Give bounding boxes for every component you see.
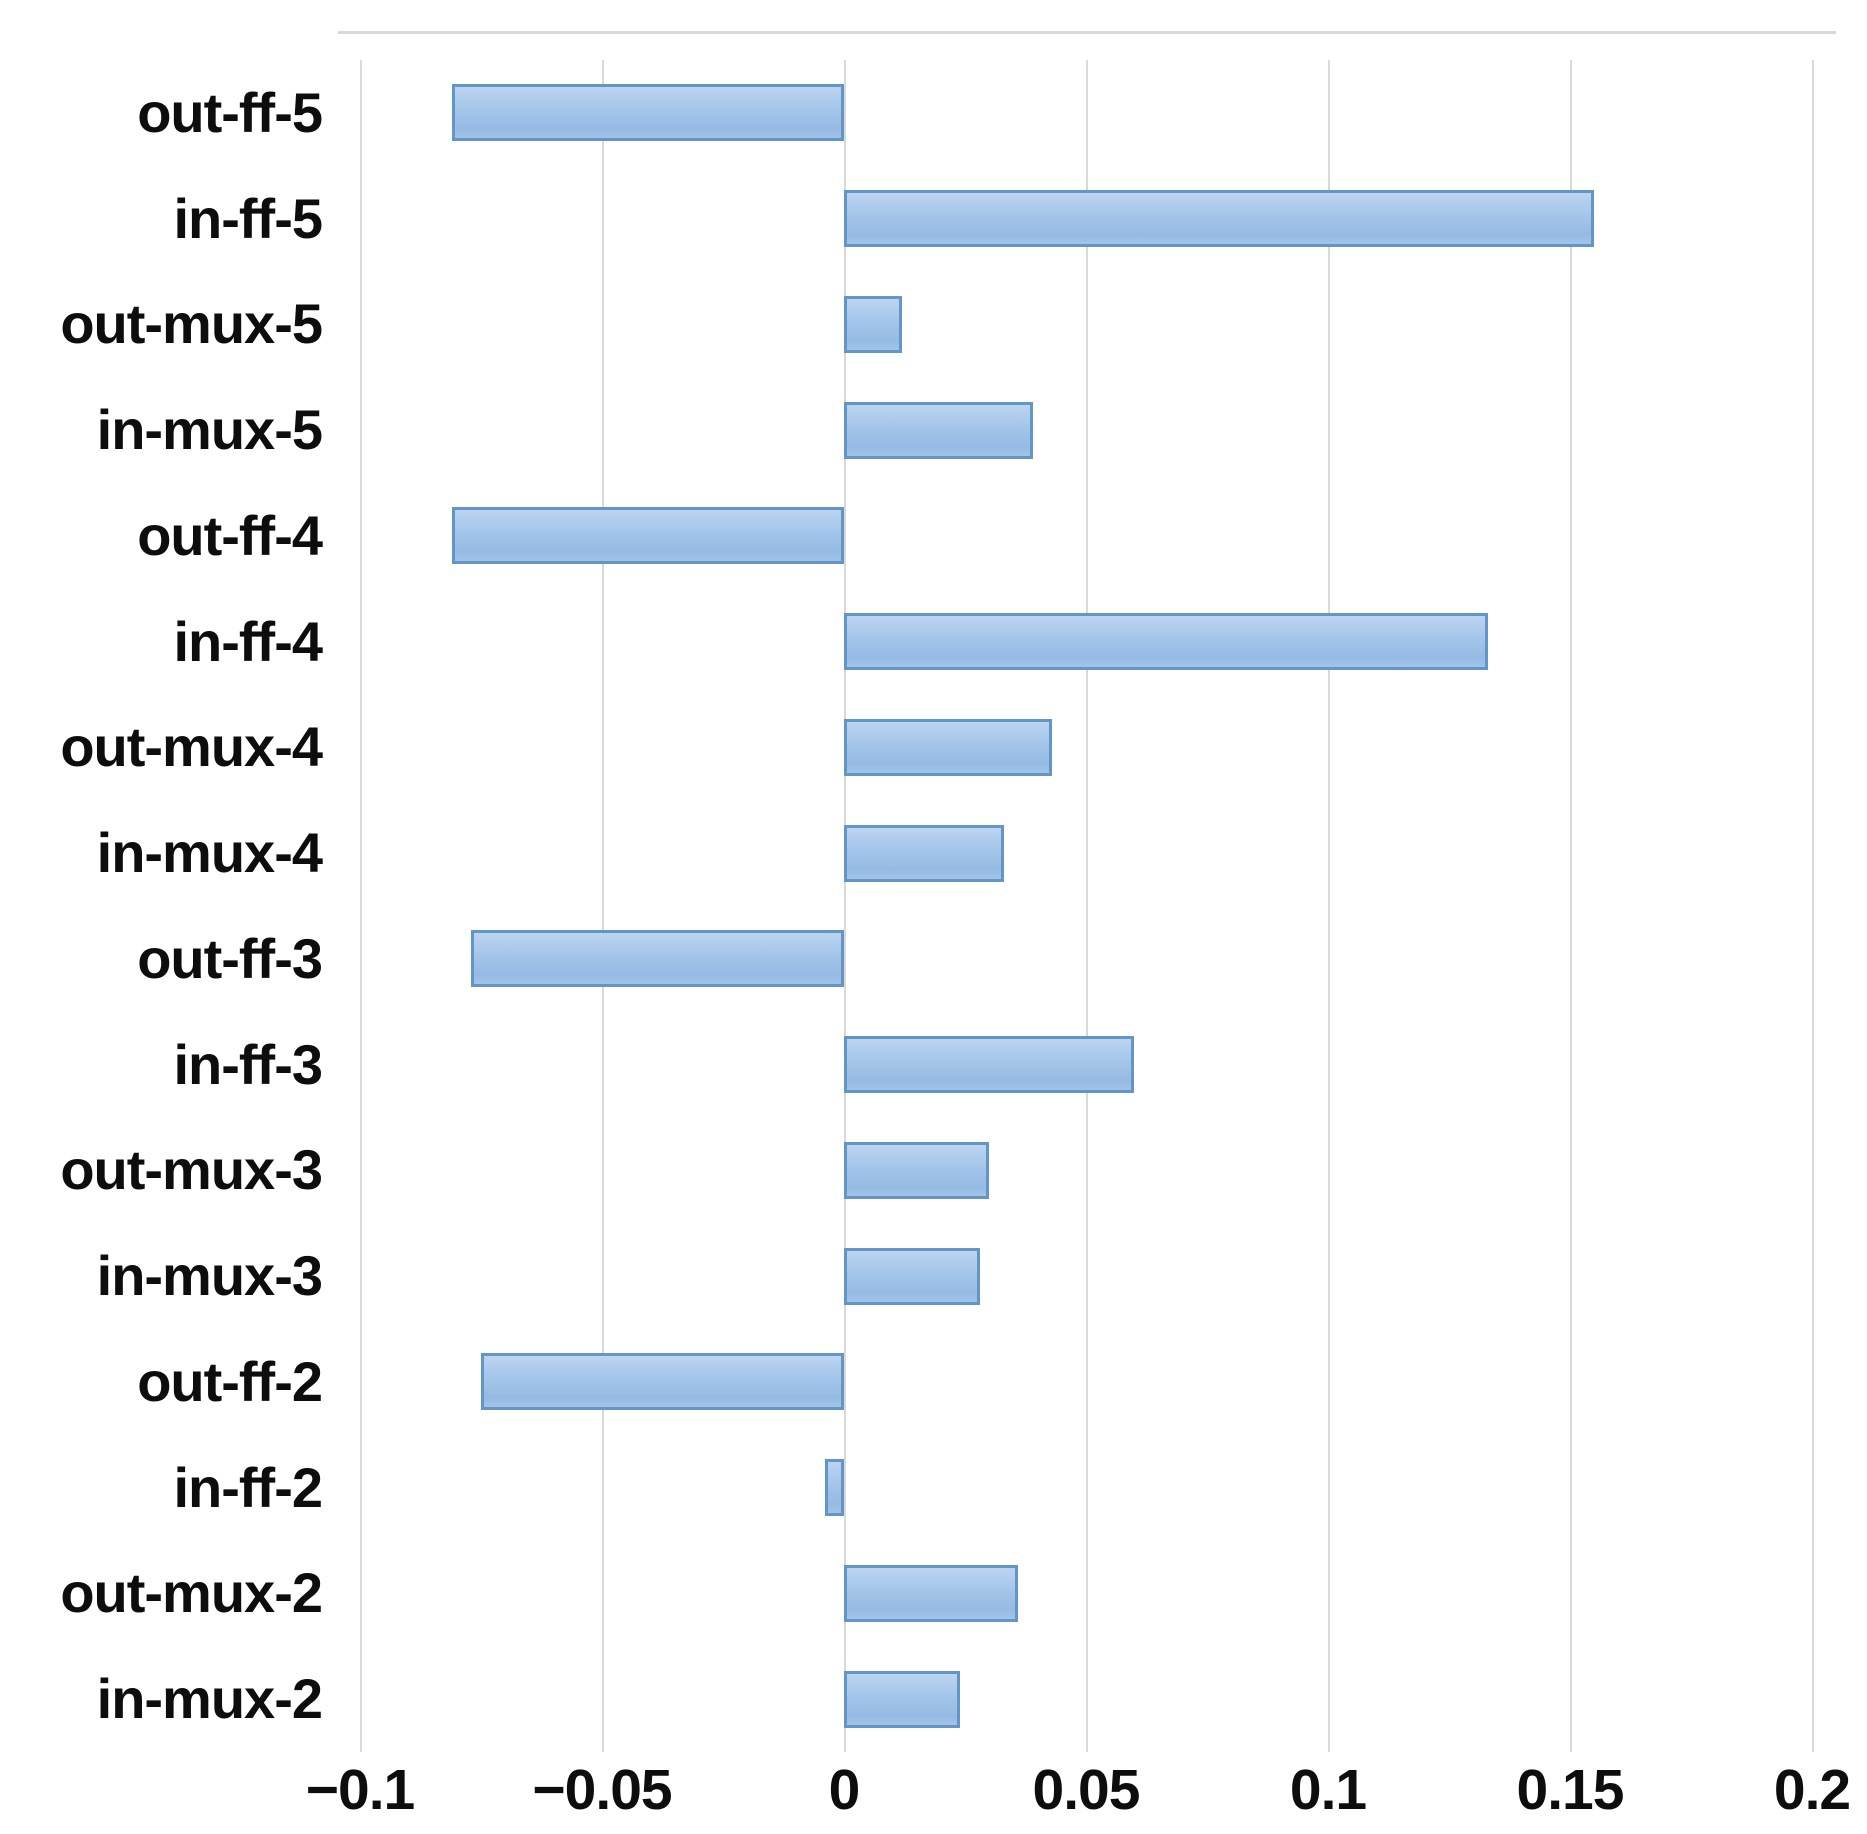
category-label-in-ff-5: in-ff-5 — [173, 187, 323, 250]
x-tick-label-0.05: 0.05 — [1032, 1758, 1141, 1822]
category-label-in-ff-4: in-ff-4 — [173, 610, 323, 673]
gridline-x-0 — [844, 60, 846, 1752]
category-label-in-mux-3: in-mux-3 — [96, 1244, 323, 1307]
gridline-x-−0.05 — [602, 60, 604, 1752]
x-tick-label-0.2: 0.2 — [1773, 1758, 1851, 1822]
x-tick-label-0.1: 0.1 — [1289, 1758, 1367, 1822]
category-label-out-ff-5: out-ff-5 — [137, 81, 323, 144]
bar-in-ff-5 — [844, 190, 1594, 247]
bar-in-ff-3 — [844, 1036, 1134, 1093]
bar-out-mux-3 — [844, 1142, 989, 1199]
category-label-out-ff-4: out-ff-4 — [137, 504, 323, 567]
bar-in-mux-4 — [844, 825, 1004, 882]
category-label-out-mux-3: out-mux-3 — [60, 1138, 323, 1201]
bar-in-mux-5 — [844, 402, 1033, 459]
x-tick-label-−0.05: −0.05 — [532, 1758, 672, 1822]
bar-in-ff-4 — [844, 613, 1488, 670]
gridline-x-0.15 — [1570, 60, 1572, 1752]
bar-in-ff-2 — [825, 1459, 844, 1516]
x-tick-label-−0.1: −0.1 — [305, 1758, 416, 1822]
bar-out-ff-5 — [452, 84, 844, 141]
category-label-out-ff-3: out-ff-3 — [137, 927, 323, 990]
gridline-x-0.2 — [1812, 60, 1814, 1752]
gridline-x-0.1 — [1328, 60, 1330, 1752]
bar-out-ff-3 — [471, 930, 844, 987]
bar-out-ff-2 — [481, 1353, 844, 1410]
bar-out-mux-5 — [844, 296, 902, 353]
gridline-x-0.05 — [1086, 60, 1088, 1752]
bar-in-mux-3 — [844, 1248, 980, 1305]
bar-out-ff-4 — [452, 507, 844, 564]
category-label-out-mux-4: out-mux-4 — [60, 715, 323, 778]
x-tick-label-0.15: 0.15 — [1516, 1758, 1625, 1822]
bar-out-mux-2 — [844, 1565, 1018, 1622]
bar-out-mux-4 — [844, 719, 1052, 776]
category-label-in-ff-2: in-ff-2 — [173, 1456, 323, 1519]
bar-in-mux-2 — [844, 1671, 960, 1728]
category-label-out-ff-2: out-ff-2 — [137, 1350, 323, 1413]
plot-top-border — [338, 31, 1836, 34]
category-label-in-mux-2: in-mux-2 — [96, 1667, 323, 1730]
gridline-x-−0.1 — [360, 60, 362, 1752]
x-tick-label-0: 0 — [828, 1758, 861, 1822]
category-label-in-mux-5: in-mux-5 — [96, 398, 323, 461]
category-label-out-mux-5: out-mux-5 — [60, 292, 323, 355]
category-label-in-ff-3: in-ff-3 — [173, 1033, 323, 1096]
category-label-out-mux-2: out-mux-2 — [60, 1561, 323, 1624]
category-label-in-mux-4: in-mux-4 — [96, 821, 323, 884]
